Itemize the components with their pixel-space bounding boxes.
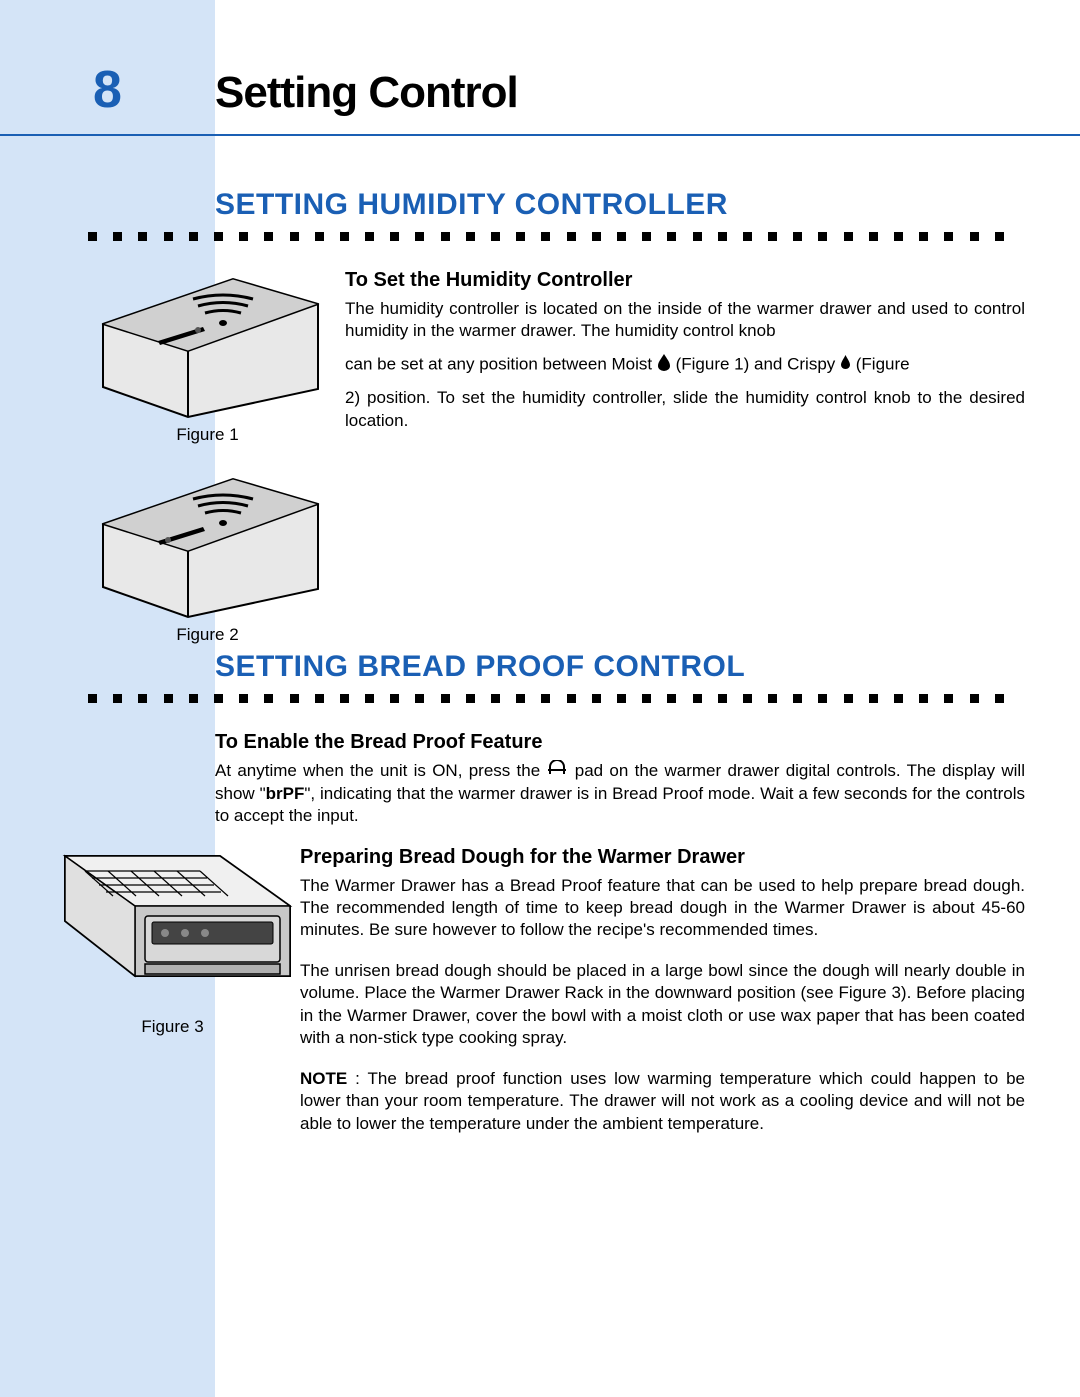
text-span: can be set at any position between Moist bbox=[345, 355, 652, 374]
note-text: : The bread proof function uses low warm… bbox=[300, 1069, 1025, 1133]
page-number: 8 bbox=[0, 60, 215, 120]
page-header: 8 Setting Control bbox=[0, 60, 1080, 136]
humidity-para-3: 2) position. To set the humidity control… bbox=[345, 387, 1025, 432]
crispy-icon bbox=[840, 354, 851, 376]
humidity-para-2: can be set at any position between Moist… bbox=[345, 353, 1025, 377]
drawer-figure-1-svg bbox=[93, 269, 323, 419]
preparing-para-2: The unrisen bread dough should be placed… bbox=[300, 960, 1025, 1050]
bread-proof-enable-block: To Enable the Bread Proof Feature At any… bbox=[215, 731, 1025, 828]
section-heading-humidity: SETTING HUMIDITY CONTROLLER bbox=[215, 188, 1025, 222]
drawer-figure-3-svg bbox=[50, 846, 295, 1011]
figure-column: Figure 1 Figure 2 bbox=[0, 269, 345, 669]
text-span: ", indicating that the warmer drawer is … bbox=[215, 784, 1025, 825]
figure-2: Figure 2 bbox=[80, 469, 335, 645]
preparing-text-column: Preparing Bread Dough for the Warmer Dra… bbox=[300, 846, 1025, 1153]
dotted-divider: for(let i=0;i<37;i++)document.write('<di… bbox=[0, 694, 1025, 703]
humidity-content: Figure 1 Figure 2 To Set th bbox=[0, 269, 1025, 669]
enable-sub-heading: To Enable the Bread Proof Feature bbox=[215, 731, 1025, 754]
page-title: Setting Control bbox=[215, 68, 518, 118]
bread-proof-pad-icon bbox=[546, 760, 568, 782]
moist-icon bbox=[657, 353, 671, 377]
text-span: At anytime when the unit is ON, press th… bbox=[215, 761, 540, 780]
humidity-text-column: To Set the Humidity Controller The humid… bbox=[345, 269, 1025, 669]
figure-3: Figure 3 bbox=[55, 846, 290, 1037]
figure-1: Figure 1 bbox=[80, 269, 335, 445]
note-label: NOTE bbox=[300, 1069, 347, 1088]
note-para: NOTE : The bread proof function uses low… bbox=[300, 1068, 1025, 1135]
section-humidity: SETTING HUMIDITY CONTROLLER for(let i=0;… bbox=[0, 188, 1025, 669]
humidity-para-1: The humidity controller is located on th… bbox=[345, 298, 1025, 343]
figure-2-caption: Figure 2 bbox=[176, 625, 238, 645]
figure-3-caption: Figure 3 bbox=[141, 1017, 203, 1037]
text-span: (Figure 1) and Crispy bbox=[676, 355, 836, 374]
section-heading-bread-proof: SETTING BREAD PROOF CONTROL bbox=[215, 650, 1025, 684]
dotted-divider: for(let i=0;i<37;i++)document.write('<di… bbox=[0, 232, 1025, 241]
figure-1-caption: Figure 1 bbox=[176, 425, 238, 445]
drawer-figure-2-svg bbox=[93, 469, 323, 619]
section-bread-proof: SETTING BREAD PROOF CONTROL for(let i=0;… bbox=[0, 650, 1025, 1153]
brpf-label: brPF bbox=[266, 784, 305, 803]
figure-column-3: Figure 3 bbox=[0, 846, 300, 1153]
enable-para: At anytime when the unit is ON, press th… bbox=[215, 760, 1025, 828]
preparing-sub-heading: Preparing Bread Dough for the Warmer Dra… bbox=[300, 846, 1025, 869]
text-span: (Figure bbox=[856, 355, 910, 374]
preparing-content: Figure 3 Preparing Bread Dough for the W… bbox=[0, 846, 1025, 1153]
preparing-para-1: The Warmer Drawer has a Bread Proof feat… bbox=[300, 875, 1025, 942]
humidity-sub-heading: To Set the Humidity Controller bbox=[345, 269, 1025, 292]
